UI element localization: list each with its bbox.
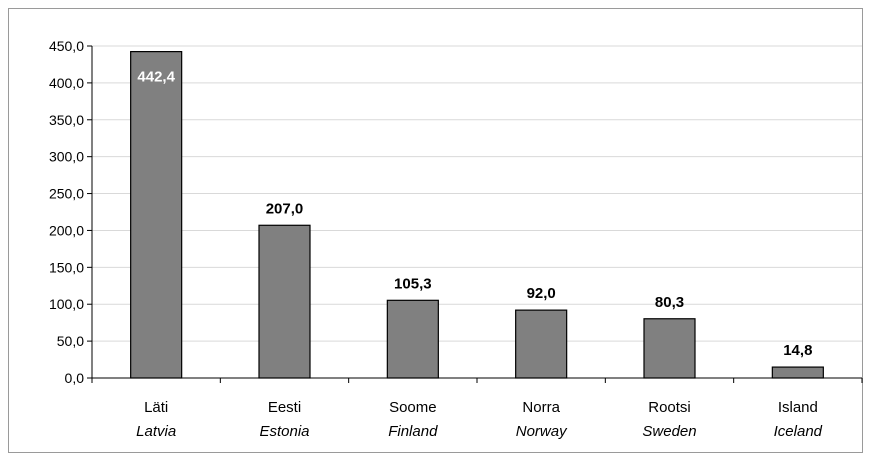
bar-sweden [643, 318, 696, 379]
x-category-label-english: Finland [388, 423, 438, 440]
x-category-label-english: Estonia [259, 423, 309, 440]
x-category-label: Läti [144, 399, 168, 416]
y-tick-label: 400,0 [49, 75, 84, 91]
data-label: 80,3 [655, 294, 684, 311]
data-label: 14,8 [783, 342, 812, 359]
bar-estonia [258, 224, 311, 379]
plot-area [92, 46, 862, 378]
y-tick-label: 450,0 [49, 38, 84, 54]
data-label: 442,4 [137, 69, 175, 86]
x-category-label: Rootsi [648, 399, 691, 416]
x-category-label-english: Norway [516, 423, 568, 440]
y-tick-label: 150,0 [49, 259, 84, 275]
y-tick-label: 350,0 [49, 112, 84, 128]
x-category-label-english: Sweden [642, 423, 696, 440]
y-tick-label: 0,0 [65, 370, 85, 386]
x-category-label-english: Latvia [136, 423, 176, 440]
x-category-label: Eesti [268, 399, 301, 416]
y-tick-label: 200,0 [49, 222, 84, 238]
data-label: 105,3 [394, 275, 432, 292]
x-category-label: Norra [522, 399, 560, 416]
x-category-label: Soome [389, 399, 437, 416]
y-tick-label: 300,0 [49, 149, 84, 165]
bar-iceland [771, 366, 824, 379]
x-category-label: Island [778, 399, 818, 416]
data-label: 92,0 [527, 285, 556, 302]
bar-norway [515, 309, 568, 379]
bar-finland [386, 299, 439, 379]
data-label: 207,0 [266, 200, 304, 217]
y-tick-label: 100,0 [49, 296, 84, 312]
x-category-label-english: Iceland [774, 423, 823, 440]
y-tick-label: 250,0 [49, 186, 84, 202]
bar-latvia [130, 51, 183, 379]
y-tick-label: 50,0 [57, 333, 84, 349]
